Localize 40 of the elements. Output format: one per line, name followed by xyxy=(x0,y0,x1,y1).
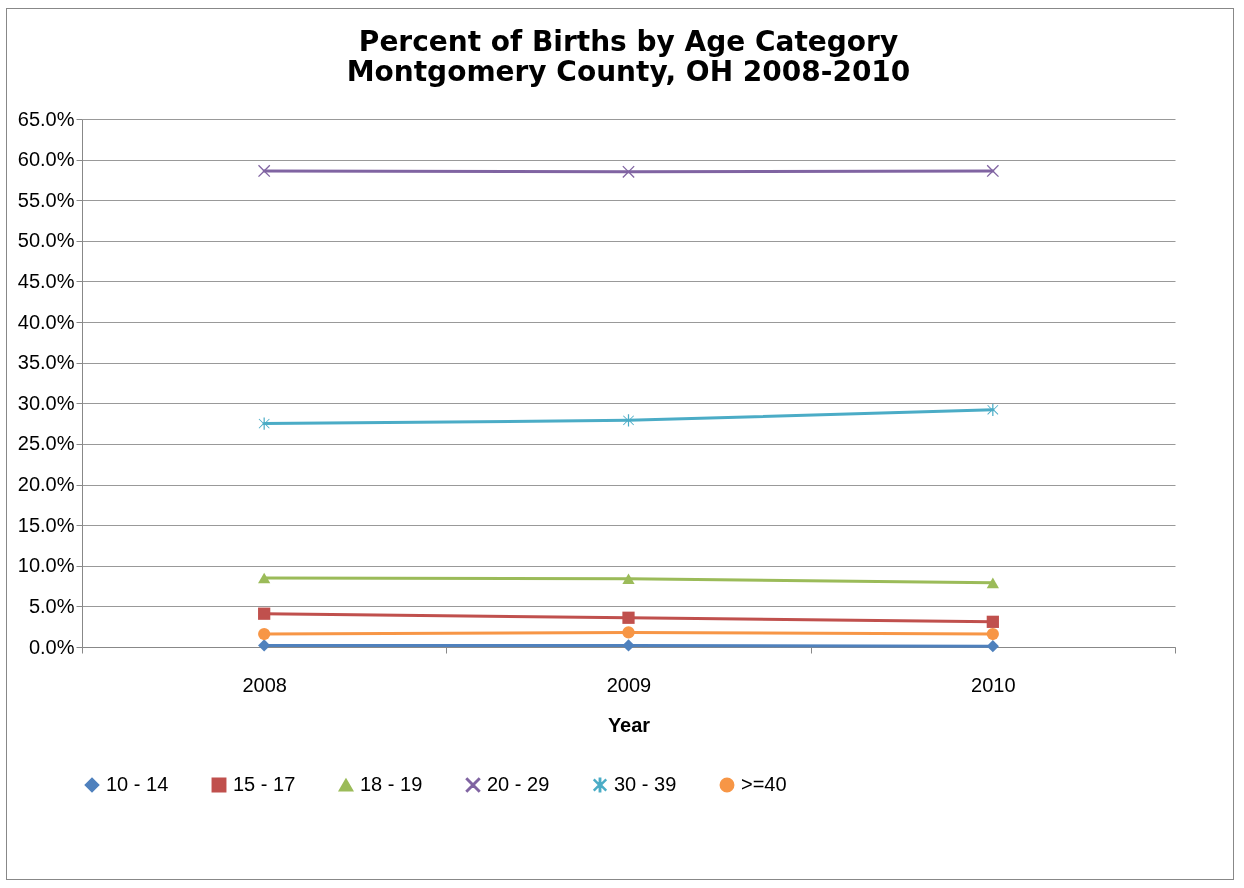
y-tick-label: 40.0% xyxy=(17,310,75,333)
point xyxy=(987,403,999,416)
y-tick-label: 5.0% xyxy=(28,594,75,617)
point xyxy=(986,164,999,178)
point xyxy=(258,417,270,430)
y-tick-label: 55.0% xyxy=(17,188,75,211)
point xyxy=(986,577,999,589)
point xyxy=(258,627,271,641)
legend-label: >=40 xyxy=(741,773,787,795)
y-tick-label: 25.0% xyxy=(17,432,75,455)
legend-label: 10 - 14 xyxy=(106,773,169,795)
y-tick-label: 45.0% xyxy=(17,269,75,292)
y-tick-label: 65.0% xyxy=(17,107,75,130)
chart-title: Percent of Births by Age Category Montgomery County, OH 2008-2010 xyxy=(346,25,911,88)
y-tick-label: 35.0% xyxy=(17,351,75,374)
legend-label: 30 - 39 xyxy=(614,773,677,795)
point xyxy=(622,626,635,639)
point xyxy=(622,573,635,585)
legend-label: 15 - 17 xyxy=(233,773,296,795)
y-tick-label: 30.0% xyxy=(17,391,75,414)
point xyxy=(986,615,999,628)
point xyxy=(622,414,635,427)
legend-label: 18 - 19 xyxy=(360,773,423,795)
x-tick-label: 2010 xyxy=(971,673,1016,696)
y-tick-label: 20.0% xyxy=(17,473,75,496)
x-tick-label: 2008 xyxy=(242,673,287,696)
x-axis-title: Year xyxy=(607,713,651,736)
y-tick-label: 50.0% xyxy=(17,229,75,252)
point xyxy=(986,627,999,641)
point xyxy=(622,611,635,624)
y-tick-label: 0.0% xyxy=(28,635,75,658)
y-tick-label: 15.0% xyxy=(17,513,75,536)
point xyxy=(258,607,271,620)
legend-label: 20 - 29 xyxy=(487,773,550,795)
point xyxy=(622,165,635,178)
point xyxy=(258,164,271,178)
x-tick-label: 2009 xyxy=(606,673,652,696)
y-tick-label: 60.0% xyxy=(17,148,75,171)
y-tick-label: 10.0% xyxy=(17,554,75,577)
point xyxy=(258,572,271,584)
